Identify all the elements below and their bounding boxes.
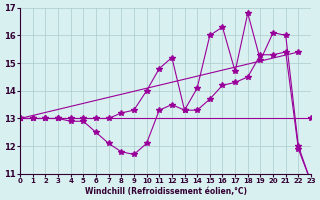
X-axis label: Windchill (Refroidissement éolien,°C): Windchill (Refroidissement éolien,°C) — [84, 187, 246, 196]
